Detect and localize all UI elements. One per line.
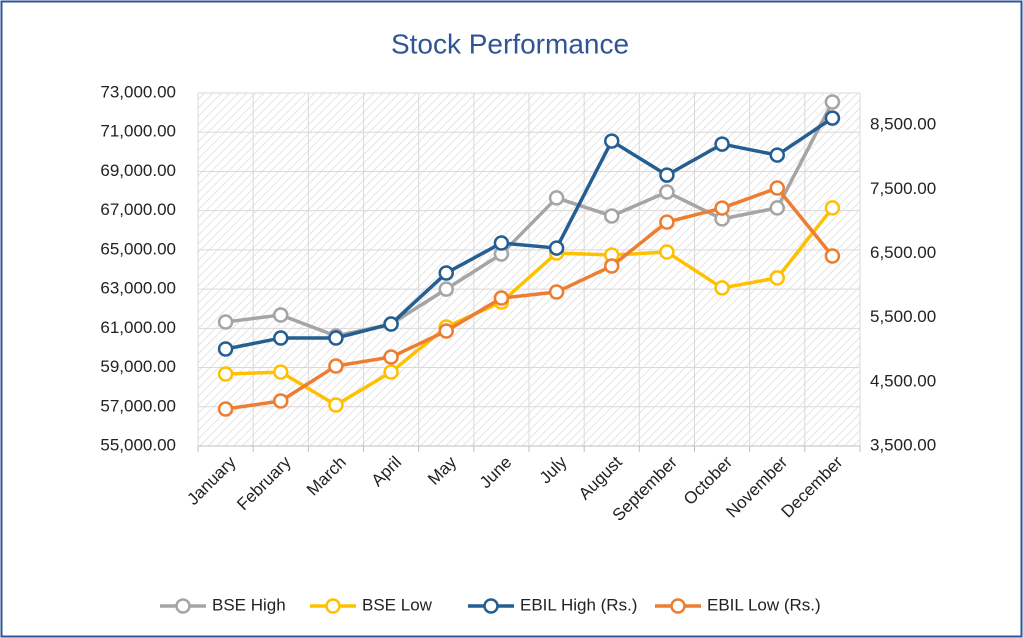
legend-marker xyxy=(325,598,341,614)
data-point xyxy=(383,364,399,380)
data-point xyxy=(493,290,510,306)
y-tick-label: 55,000.00 xyxy=(100,435,176,454)
y2-tick-label: 6,500.00 xyxy=(870,243,936,262)
data-point xyxy=(217,366,234,382)
y-tick-label: 65,000.00 xyxy=(100,239,176,258)
data-point xyxy=(604,208,620,224)
data-point xyxy=(217,314,234,330)
data-point xyxy=(548,190,565,206)
data-point xyxy=(824,200,841,216)
y2-tick-label: 7,500.00 xyxy=(870,179,936,198)
data-point xyxy=(548,284,565,300)
data-point xyxy=(659,214,675,230)
y-tick-label: 61,000.00 xyxy=(100,318,176,337)
y-tick-label: 57,000.00 xyxy=(100,396,176,415)
data-point xyxy=(824,94,841,110)
y2-tick-label: 3,500.00 xyxy=(870,435,936,454)
y2-tick-label: 8,500.00 xyxy=(870,115,936,134)
data-point xyxy=(328,330,344,346)
legend-marker xyxy=(670,598,686,614)
data-point xyxy=(659,244,675,260)
data-point xyxy=(769,147,785,163)
y2-tick-label: 4,500.00 xyxy=(870,371,936,390)
legend-marker xyxy=(175,598,191,614)
data-point xyxy=(604,133,620,149)
data-point xyxy=(273,330,289,346)
data-point xyxy=(328,397,344,413)
series-line xyxy=(225,101,834,338)
data-point xyxy=(383,349,399,365)
data-point xyxy=(328,358,344,374)
data-point xyxy=(824,110,841,126)
data-point xyxy=(273,393,289,409)
legend-label: BSE High xyxy=(212,595,286,614)
data-point xyxy=(438,281,454,297)
data-point xyxy=(273,307,289,323)
legend-label: EBIL Low (Rs.) xyxy=(707,595,821,614)
y-tick-label: 69,000.00 xyxy=(100,161,176,180)
data-point xyxy=(273,364,289,380)
legend-label: EBIL High (Rs.) xyxy=(520,595,637,614)
series-line xyxy=(225,206,834,407)
data-point xyxy=(659,167,675,183)
legend-label: BSE Low xyxy=(362,595,433,614)
y-tick-label: 67,000.00 xyxy=(100,200,176,219)
data-point xyxy=(548,240,565,256)
y-tick-label: 71,000.00 xyxy=(100,122,176,141)
data-point xyxy=(769,180,785,196)
data-point xyxy=(604,258,620,274)
legend-marker xyxy=(483,598,499,614)
y2-tick-label: 5,500.00 xyxy=(870,307,936,326)
data-point xyxy=(769,270,785,286)
data-point xyxy=(824,248,841,264)
chart-title: Stock Performance xyxy=(391,28,629,59)
y-tick-label: 63,000.00 xyxy=(100,279,176,298)
data-point xyxy=(659,184,675,200)
data-point xyxy=(769,200,785,216)
data-point xyxy=(438,265,454,281)
y-tick-label: 59,000.00 xyxy=(100,357,176,376)
data-point xyxy=(493,235,510,251)
data-point xyxy=(217,341,234,357)
data-point xyxy=(217,401,234,417)
data-point xyxy=(383,316,399,332)
data-point xyxy=(714,280,730,296)
y-tick-label: 73,000.00 xyxy=(100,82,176,101)
data-point xyxy=(714,200,730,216)
data-point xyxy=(714,136,730,152)
series-line xyxy=(225,186,834,411)
data-point xyxy=(438,323,454,339)
series-line xyxy=(225,116,834,351)
